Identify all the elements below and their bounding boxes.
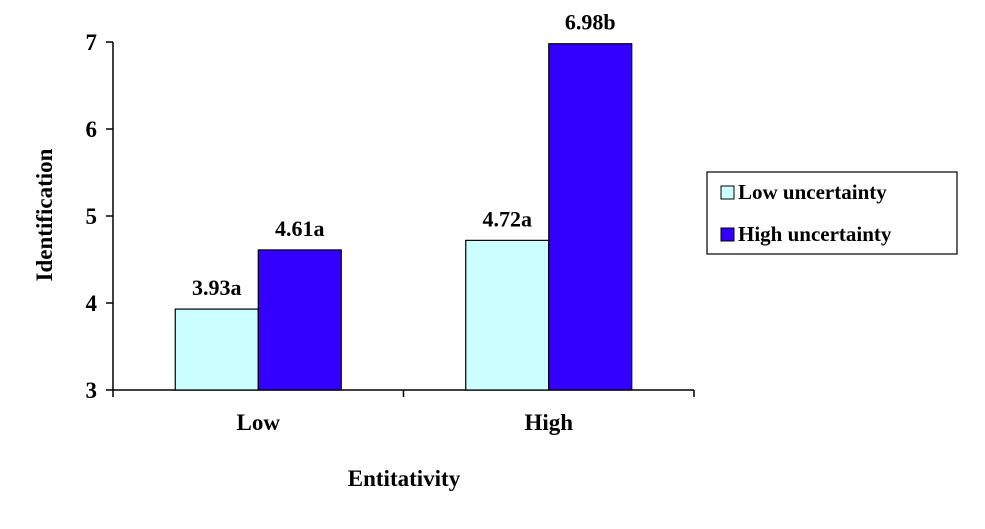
y-tick-label: 4 bbox=[86, 291, 98, 316]
data-label: 4.72a bbox=[483, 206, 533, 231]
bar-low-uncertainty bbox=[465, 239, 550, 391]
y-tick-label: 5 bbox=[86, 204, 98, 229]
legend-label: Low uncertainty bbox=[738, 180, 887, 204]
bar-high-uncertainty bbox=[257, 249, 342, 391]
x-tick-label: Low bbox=[237, 410, 281, 435]
legend: Low uncertainty High uncertainty bbox=[706, 171, 958, 255]
data-label: 3.93a bbox=[192, 275, 242, 300]
bar-high-uncertainty bbox=[548, 43, 633, 391]
x-tick-label: High bbox=[524, 410, 573, 435]
data-label: 6.98b bbox=[565, 10, 616, 35]
legend-swatch bbox=[720, 185, 735, 200]
bar-low-uncertainty bbox=[174, 308, 259, 391]
y-tick-label: 6 bbox=[86, 117, 98, 142]
x-axis-title: Entitativity bbox=[348, 466, 461, 491]
legend-label: High uncertainty bbox=[738, 222, 892, 246]
y-tick-label: 3 bbox=[86, 378, 98, 403]
legend-swatch bbox=[720, 227, 735, 242]
legend-box bbox=[706, 171, 958, 255]
y-axis-title: Identification bbox=[32, 148, 57, 281]
y-tick-label: 7 bbox=[86, 30, 98, 55]
plot-marks: 3 4 5 6 7 3.93a 4.61a Low 4.72a 6.98b High bbox=[86, 10, 695, 435]
data-label: 4.61a bbox=[275, 216, 325, 241]
